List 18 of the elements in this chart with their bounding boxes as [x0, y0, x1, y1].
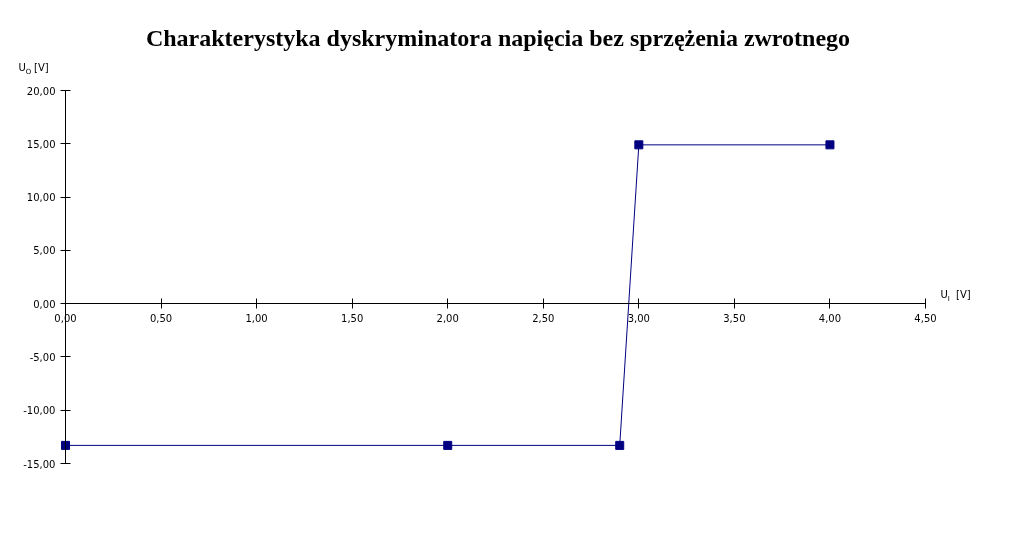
- x-tick-label: 0,50: [149, 312, 173, 324]
- x-tick-label: 2,50: [532, 312, 555, 324]
- y-tick-label: 0,00: [33, 298, 56, 310]
- x-tick-label: 4,00: [818, 312, 842, 324]
- y-tick-label: 15,00: [26, 138, 56, 150]
- y-tick-label: -15,00: [23, 458, 56, 470]
- chart-title: Charakterystyka dyskryminatora napięcia bez sprzężenia zwrotnego: [145, 24, 851, 51]
- y-tick-label: -5,00: [29, 351, 56, 363]
- y-tick-label: 20,00: [26, 85, 56, 97]
- y-tick-label: -10,00: [23, 405, 56, 417]
- x-tick-label: 3,00: [627, 312, 650, 324]
- x-tick-label: 2,00: [436, 312, 459, 324]
- x-tick-label: 1,50: [341, 312, 364, 324]
- x-tick-label: 1,00: [245, 312, 268, 324]
- y-tick-label: 10,00: [26, 192, 56, 204]
- y-tick-label: 5,00: [33, 245, 56, 257]
- x-tick-label: 4,50: [914, 312, 937, 324]
- x-tick-label: 3,50: [723, 312, 746, 324]
